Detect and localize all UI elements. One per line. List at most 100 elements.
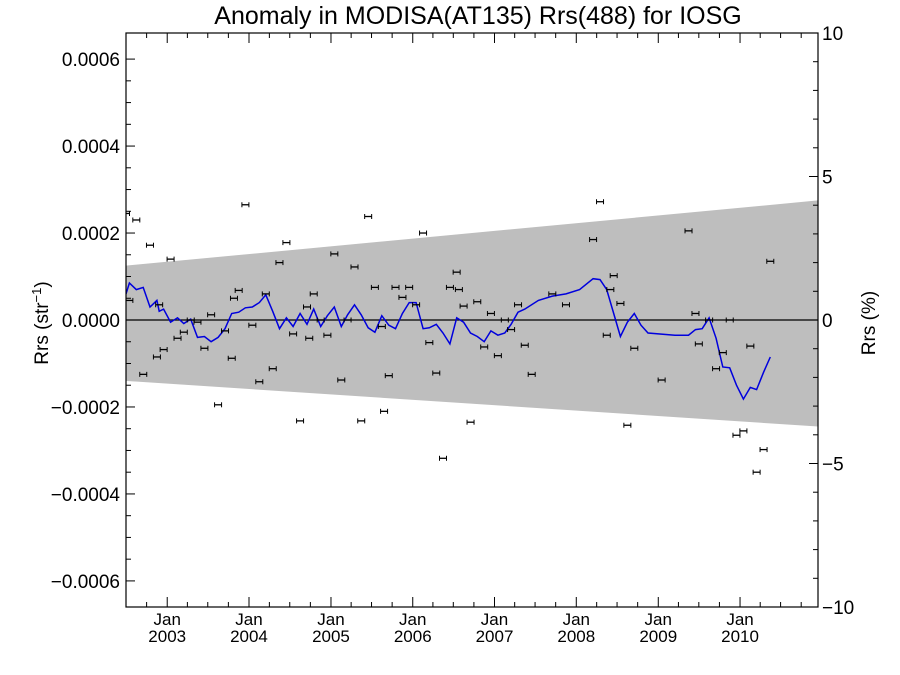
data-point <box>248 322 257 328</box>
y-right-tick-label: −5 <box>822 455 844 476</box>
data-point <box>548 291 557 297</box>
data-point <box>234 287 243 293</box>
data-point <box>337 377 346 383</box>
data-point <box>377 324 386 330</box>
data-point <box>398 294 407 300</box>
data-point <box>370 284 379 290</box>
data-point <box>255 379 264 385</box>
data-point <box>330 251 339 257</box>
y-right-tick-label: 5 <box>822 168 833 189</box>
data-point <box>419 230 428 236</box>
data-point <box>445 284 454 290</box>
data-point <box>309 291 318 297</box>
data-point <box>343 317 352 323</box>
data-point <box>289 331 298 337</box>
data-point <box>126 297 134 303</box>
data-point <box>466 419 475 425</box>
y-right-tick-label: −10 <box>822 598 854 619</box>
data-point <box>214 402 223 408</box>
data-point <box>718 350 727 356</box>
y-left-tick-label: 0.0002 <box>62 224 120 245</box>
data-point <box>384 373 393 379</box>
x-tick-month-label: Jan <box>235 610 262 629</box>
data-point <box>609 273 618 279</box>
x-tick-month-label: Jan <box>645 610 672 629</box>
data-point <box>507 327 516 333</box>
data-point <box>493 353 502 359</box>
data-point <box>705 317 714 323</box>
x-tick-year-label: 2007 <box>476 627 514 646</box>
data-point <box>159 347 168 353</box>
data-point <box>350 264 359 270</box>
data-point <box>589 237 598 243</box>
data-point <box>221 328 230 334</box>
y-axis-right-label: Rrs (%) <box>859 291 880 355</box>
data-point <box>616 300 625 306</box>
data-point <box>155 302 164 308</box>
data-point <box>268 366 277 372</box>
data-point <box>527 371 536 377</box>
x-tick-month-label: Jan <box>563 610 590 629</box>
data-point <box>602 332 611 338</box>
data-point <box>391 284 400 290</box>
data-point <box>623 422 632 428</box>
data-point <box>296 418 305 424</box>
data-point <box>561 302 570 308</box>
data-point <box>694 341 703 347</box>
data-point <box>261 291 270 297</box>
data-point <box>275 260 284 266</box>
plot-inner <box>126 199 818 475</box>
x-axis-ticks: Jan2003Jan2004Jan2005Jan2006Jan2007Jan20… <box>125 33 802 646</box>
y-left-tick-label: 0.0000 <box>62 311 120 332</box>
data-point <box>712 366 721 372</box>
x-tick-year-label: 2008 <box>557 627 595 646</box>
data-point <box>480 344 489 350</box>
x-tick-month-label: Jan <box>481 610 508 629</box>
data-point <box>459 303 468 309</box>
uncertainty-band <box>126 200 818 427</box>
x-tick-month-label: Jan <box>317 610 344 629</box>
data-point <box>657 377 666 383</box>
y-left-tick-label: −0.0006 <box>51 572 120 593</box>
x-tick-year-label: 2006 <box>394 627 432 646</box>
data-point <box>438 455 447 461</box>
x-tick-year-label: 2009 <box>639 627 677 646</box>
y-left-tick-label: 0.0004 <box>62 137 121 158</box>
data-point <box>380 408 389 414</box>
data-point <box>425 340 434 346</box>
data-point <box>606 287 615 293</box>
x-tick-month-label: Jan <box>726 610 753 629</box>
data-point <box>732 432 741 438</box>
data-point <box>739 428 748 434</box>
data-point <box>684 228 693 234</box>
data-point <box>303 304 312 310</box>
data-point <box>139 371 148 377</box>
chart-title: Anomaly in MODISA(AT135) Rrs(488) for IO… <box>214 2 741 30</box>
y-left-tick-label: −0.0002 <box>51 398 120 419</box>
data-point <box>405 284 414 290</box>
x-tick-year-label: 2005 <box>312 627 350 646</box>
data-point <box>282 240 291 246</box>
data-point <box>432 370 441 376</box>
data-point <box>166 256 175 262</box>
data-point <box>412 302 421 308</box>
data-point <box>725 317 734 323</box>
data-point <box>193 319 202 325</box>
data-point <box>305 335 314 341</box>
y-axis-right-ticks: 10 5 0 −5 −10 <box>809 24 854 619</box>
x-tick-month-label: Jan <box>399 610 426 629</box>
data-point <box>759 447 768 453</box>
x-tick-year-label: 2010 <box>721 627 759 646</box>
data-point <box>126 210 130 216</box>
x-tick-year-label: 2003 <box>148 627 186 646</box>
data-point <box>173 335 182 341</box>
y-left-tick-label: −0.0004 <box>51 485 121 506</box>
data-point <box>207 312 216 318</box>
data-point <box>454 287 463 293</box>
data-point <box>179 329 188 335</box>
y-left-tick-label: 0.0006 <box>62 50 120 71</box>
plot-area <box>125 32 819 608</box>
data-point <box>520 342 529 348</box>
data-point <box>316 317 325 323</box>
